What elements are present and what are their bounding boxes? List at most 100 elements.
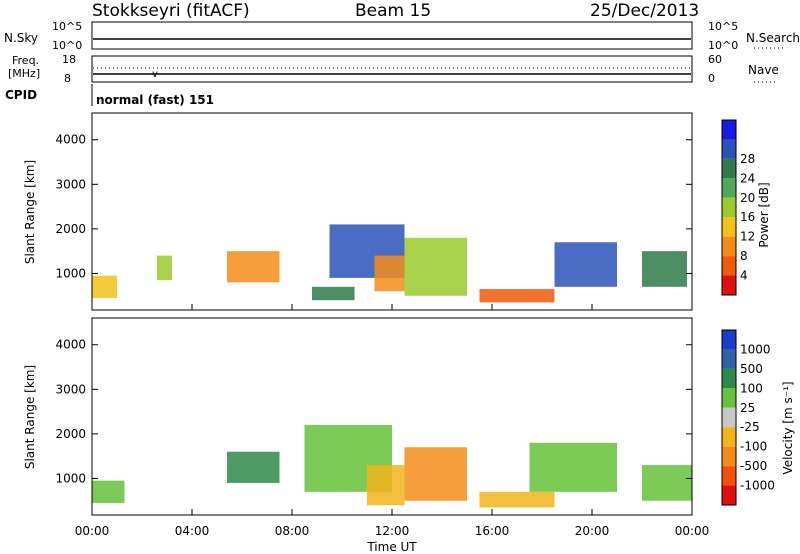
colorbar-swatch — [722, 330, 736, 350]
x-tick-label: 12:00 — [375, 524, 410, 538]
x-tick-label: 04:00 — [175, 524, 210, 538]
colorbar-tick-label: -100 — [740, 440, 767, 454]
time-axis-label: Time UT — [366, 540, 417, 554]
colorbar-swatch — [722, 466, 736, 486]
x-tick-label: 20:00 — [575, 524, 610, 538]
colorbar-tick-label: 12 — [740, 230, 755, 244]
power-region — [642, 251, 687, 287]
power-region — [479, 289, 555, 303]
colorbar-swatch — [722, 158, 736, 179]
y-tick-label: 1000 — [55, 266, 86, 280]
velocity-ylabel: Slant Range [km] — [23, 365, 37, 469]
noise-left-bottom-tick: 10^0 — [52, 39, 82, 52]
date-title: 25/Dec/2013 — [590, 1, 699, 21]
colorbar-swatch — [722, 236, 736, 257]
y-tick-label: 3000 — [55, 177, 86, 191]
power-region — [404, 237, 467, 296]
cpid-label: CPID — [5, 88, 37, 102]
y-tick-label: 1000 — [55, 471, 86, 485]
colorbar-tick-label: 100 — [740, 381, 763, 395]
velocity-colorbar: 1000 500 100 25 -25 -100 -500 -1000 — [721, 329, 775, 506]
noise-right-bottom-tick: 10^0 — [708, 39, 738, 52]
freq-marker: v — [152, 69, 158, 80]
power-y-axis: 1000 2000 3000 4000 — [55, 133, 692, 280]
noise-right-top-tick: 10^5 — [708, 20, 738, 33]
nave-label: Nave — [748, 63, 779, 77]
colorbar-tick-label: 24 — [740, 171, 755, 185]
nave-top-tick: 60 — [708, 53, 722, 66]
colorbar-swatch — [722, 485, 736, 505]
colorbar-swatch — [722, 139, 736, 159]
station-title: Stokkseyri (fitACF) — [92, 1, 250, 21]
velocity-y-axis: 1000 2000 3000 4000 — [55, 338, 692, 485]
freq-label-2: [MHz] — [8, 67, 40, 80]
power-region — [312, 286, 355, 301]
power-ylabel: Slant Range [km] — [23, 160, 37, 264]
colorbar-swatch — [722, 256, 736, 276]
colorbar-tick-label: 16 — [740, 210, 755, 224]
y-tick-label: 2000 — [55, 222, 86, 236]
colorbar-tick-label: -1000 — [740, 479, 775, 493]
x-tick-label: 16:00 — [475, 524, 510, 538]
velocity-region — [227, 451, 280, 483]
velocity-region — [529, 442, 617, 492]
colorbar-swatch — [722, 197, 736, 218]
colorbar-tick-label: 4 — [740, 269, 748, 283]
velocity-colorbar-label: Velocity [m s⁻¹] — [781, 381, 795, 474]
power-region — [92, 275, 117, 298]
velocity-panel: 1000 2000 3000 4000 Slant Range [km] — [23, 317, 693, 516]
nave-bottom-tick: 0 — [708, 72, 715, 85]
colorbar-swatch — [722, 275, 736, 295]
power-colorbar-label: Power [dB] — [757, 182, 771, 247]
colorbar-swatch — [722, 446, 736, 467]
colorbar-tick-label: 8 — [740, 249, 748, 263]
velocity-region — [642, 465, 692, 501]
colorbar-swatch — [722, 349, 736, 369]
y-tick-label: 4000 — [55, 133, 86, 147]
power-colorbar: 4 8 12 16 20 24 28 — [721, 119, 755, 296]
velocity-region — [367, 465, 405, 506]
colorbar-tick-label: -500 — [740, 459, 767, 473]
colorbar-tick-label: 20 — [740, 191, 755, 205]
noise-left-label: N.Sky — [4, 31, 38, 45]
freq-top-tick: 18 — [62, 53, 76, 66]
cpid-value: normal (fast) 151 — [96, 93, 214, 107]
power-region — [374, 255, 405, 292]
velocity-region — [404, 447, 467, 501]
colorbar-frame — [721, 119, 737, 296]
power-panel: 1000 2000 3000 4000 Slant Range [km] — [23, 112, 693, 311]
freq-panel: Freq. [MHz] 18 8 60 0 Nave v — [8, 53, 779, 85]
colorbar-tick-label: 1000 — [740, 342, 771, 356]
velocity-region — [479, 491, 555, 508]
colorbar-tick-label: 500 — [740, 362, 763, 376]
colorbar-swatch — [722, 178, 736, 198]
freq-label-1: Freq. — [12, 54, 39, 67]
colorbar-frame — [721, 329, 737, 506]
x-tick-label: 08:00 — [275, 524, 310, 538]
power-region — [157, 255, 172, 281]
y-tick-label: 4000 — [55, 338, 86, 352]
y-tick-label: 3000 — [55, 382, 86, 396]
noise-left-top-tick: 10^5 — [52, 20, 82, 33]
x-tick-label: 00:00 — [675, 524, 710, 538]
x-tick-label: 00:00 — [75, 524, 110, 538]
freq-bottom-tick: 8 — [64, 72, 71, 85]
colorbar-swatch — [722, 388, 736, 408]
colorbar-swatch — [722, 217, 736, 237]
power-region — [227, 251, 280, 283]
colorbar-tick-label: 25 — [740, 401, 755, 415]
colorbar-swatch — [722, 427, 736, 447]
colorbar-swatch — [722, 120, 736, 140]
velocity-heatmap — [92, 424, 692, 508]
velocity-region — [92, 480, 125, 503]
colorbar-tick-label: -25 — [740, 420, 760, 434]
power-heatmap — [92, 224, 687, 303]
y-tick-label: 2000 — [55, 427, 86, 441]
beam-title: Beam 15 — [355, 1, 431, 21]
colorbar-tick-label: 28 — [740, 152, 755, 166]
noise-panel: N.Sky 10^5 10^0 10^5 10^0 N.Search — [4, 20, 800, 52]
time-axis: 00:00 04:00 08:00 12:00 16:00 20:00 00:00 — [75, 304, 710, 538]
colorbar-swatch — [722, 407, 736, 428]
power-region — [554, 242, 617, 287]
